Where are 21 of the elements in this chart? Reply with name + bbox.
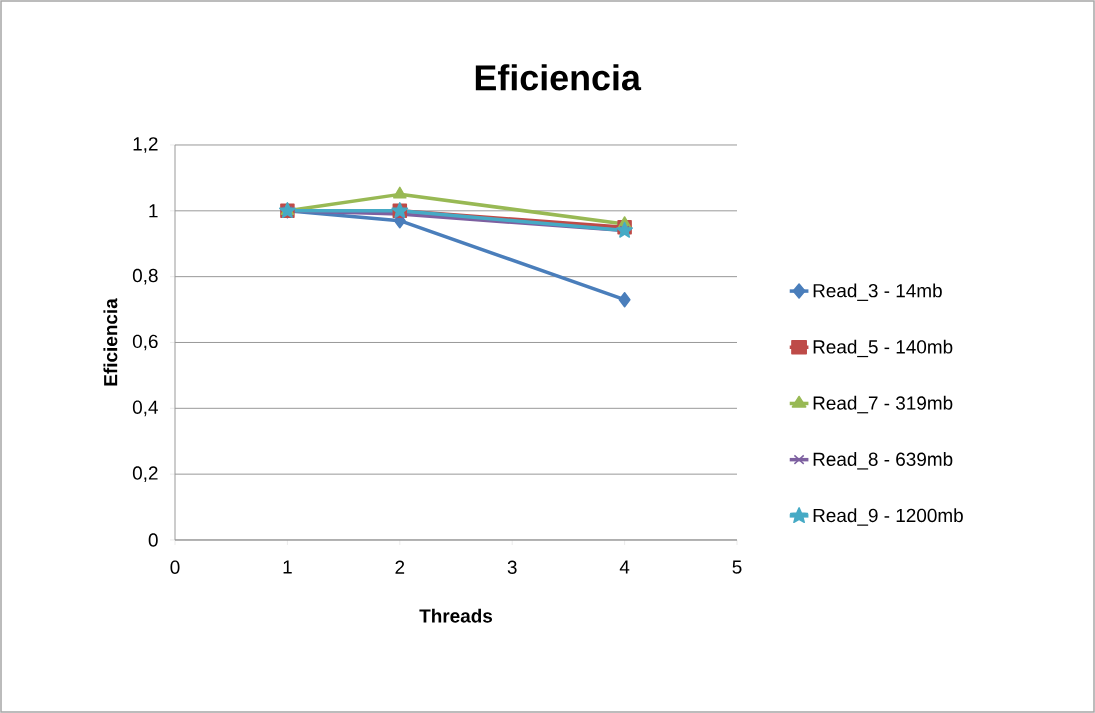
- y-axis-title: Eficiencia: [103, 298, 118, 386]
- y-tick-label: 1: [149, 204, 158, 218]
- legend-label: Read_7 - 319mb: [813, 395, 953, 414]
- x-tick-label: 4: [619, 560, 630, 574]
- y-tick-label: 0,6: [132, 334, 158, 351]
- x-tick-label: 3: [507, 560, 517, 574]
- legend-label: Read_8 - 639mb: [813, 452, 953, 470]
- chart-title: Eficiencia: [475, 64, 642, 91]
- x-axis-title: Threads: [419, 608, 493, 623]
- y-tick-label: 0,2: [132, 466, 158, 482]
- legend-label: Read_9 - 1200mb: [813, 508, 963, 526]
- x-tick-label: 0: [170, 560, 180, 574]
- y-tick-label: 0: [148, 533, 158, 547]
- x-tick-label: 5: [732, 560, 742, 574]
- x-tick-label: 1: [283, 560, 292, 574]
- y-tick-label: 1,2: [133, 137, 158, 153]
- legend-label: Read_5 - 140mb: [813, 339, 953, 358]
- y-tick-label: 0,8: [132, 268, 158, 285]
- legend-label: Read_3 - 14mb: [813, 283, 942, 301]
- x-tick-label: 2: [395, 560, 405, 574]
- y-tick-label: 0,4: [132, 400, 158, 417]
